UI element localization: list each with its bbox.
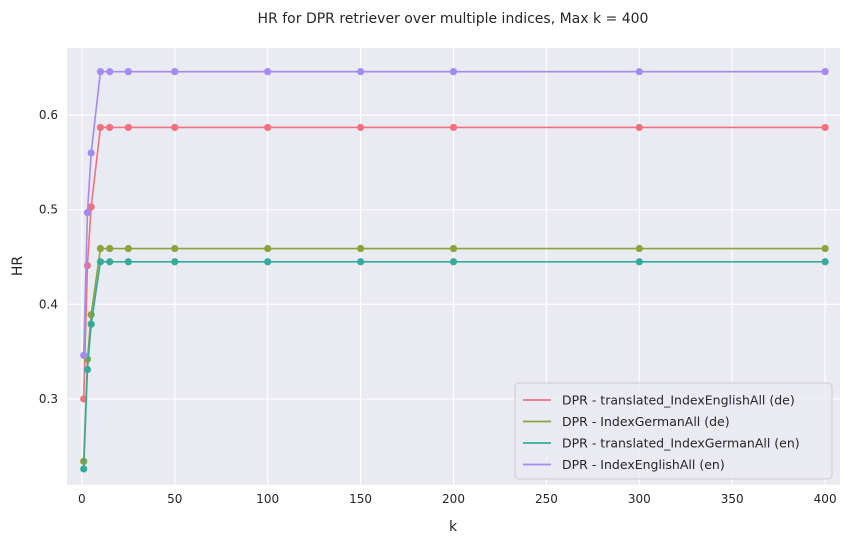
- legend-item: DPR - IndexGermanAll (de): [523, 414, 730, 429]
- y-tick-label: 0.5: [39, 203, 58, 217]
- data-point: [106, 258, 114, 266]
- data-point: [356, 258, 365, 266]
- data-point: [356, 123, 365, 132]
- data-point: [87, 149, 95, 157]
- x-tick-label: 350: [721, 492, 744, 506]
- series-layer: [80, 68, 829, 473]
- data-point: [264, 244, 272, 253]
- data-point: [124, 244, 132, 253]
- data-point: [821, 244, 829, 253]
- data-point: [106, 244, 114, 253]
- x-tick-label: 300: [628, 492, 651, 506]
- data-point: [106, 68, 114, 76]
- legend-item: DPR - translated_IndexEnglishAll (de): [523, 393, 795, 408]
- data-point: [449, 68, 458, 76]
- series-line: [82, 70, 826, 356]
- y-tick-label: 0.4: [39, 297, 58, 311]
- data-point: [821, 123, 829, 132]
- x-tick-label: 50: [167, 492, 182, 506]
- x-ticks: 0 50 100 150 200 250 300 350 400: [78, 492, 837, 506]
- data-point: [635, 258, 643, 266]
- x-tick-label: 150: [349, 492, 372, 506]
- data-point: [96, 68, 105, 76]
- legend-label: DPR - translated_IndexEnglishAll (de): [562, 393, 795, 408]
- x-tick-label: 100: [256, 492, 279, 506]
- data-point: [264, 68, 272, 76]
- data-point: [171, 68, 179, 76]
- data-point: [635, 123, 643, 132]
- x-tick-label: 0: [78, 492, 86, 506]
- y-axis-label: HR: [10, 256, 26, 277]
- data-point: [124, 68, 132, 76]
- data-point: [821, 258, 829, 266]
- data-point: [356, 68, 365, 76]
- data-point: [96, 123, 105, 132]
- data-point: [264, 123, 272, 132]
- data-point: [80, 351, 88, 360]
- series-0: [80, 123, 829, 403]
- data-point: [124, 258, 132, 266]
- data-point: [83, 261, 92, 270]
- legend-label: DPR - translated_IndexGermanAll (en): [562, 436, 800, 451]
- series-line: [82, 126, 826, 399]
- data-point: [449, 244, 458, 253]
- legend-label: DPR - IndexEnglishAll (en): [562, 457, 725, 472]
- data-point: [96, 244, 105, 253]
- y-tick-label: 0.6: [39, 108, 58, 122]
- data-point: [124, 123, 132, 132]
- series-line: [82, 260, 826, 469]
- data-point: [171, 258, 179, 266]
- series-2: [80, 258, 829, 473]
- legend-label: DPR - IndexGermanAll (de): [562, 414, 730, 429]
- x-tick-label: 200: [442, 492, 465, 506]
- data-point: [264, 258, 272, 266]
- data-point: [87, 320, 95, 328]
- data-point: [83, 208, 92, 217]
- data-point: [83, 366, 92, 374]
- data-point: [106, 123, 114, 132]
- x-tick-label: 250: [535, 492, 558, 506]
- legend-item: DPR - IndexEnglishAll (en): [523, 457, 725, 472]
- legend-box: [514, 382, 833, 480]
- chart-title: HR for DPR retriever over multiple indic…: [258, 11, 649, 27]
- y-ticks: 0.3 0.4 0.5 0.6: [39, 108, 58, 406]
- data-point: [635, 244, 643, 253]
- data-point: [449, 258, 458, 266]
- data-point: [821, 68, 829, 76]
- data-point: [87, 203, 95, 211]
- legend: DPR - translated_IndexEnglishAll (de) DPR…: [514, 382, 833, 480]
- legend-item: DPR - translated_IndexGermanAll (en): [523, 436, 800, 451]
- x-tick-label: 400: [814, 492, 837, 506]
- data-point: [171, 123, 179, 132]
- data-point: [80, 465, 88, 473]
- data-point: [635, 68, 643, 76]
- data-point: [171, 244, 179, 253]
- y-tick-label: 0.3: [39, 392, 58, 406]
- data-point: [356, 244, 365, 253]
- data-point: [96, 258, 105, 266]
- data-point: [449, 123, 458, 132]
- series-3: [80, 68, 829, 360]
- x-axis-label: k: [449, 519, 458, 535]
